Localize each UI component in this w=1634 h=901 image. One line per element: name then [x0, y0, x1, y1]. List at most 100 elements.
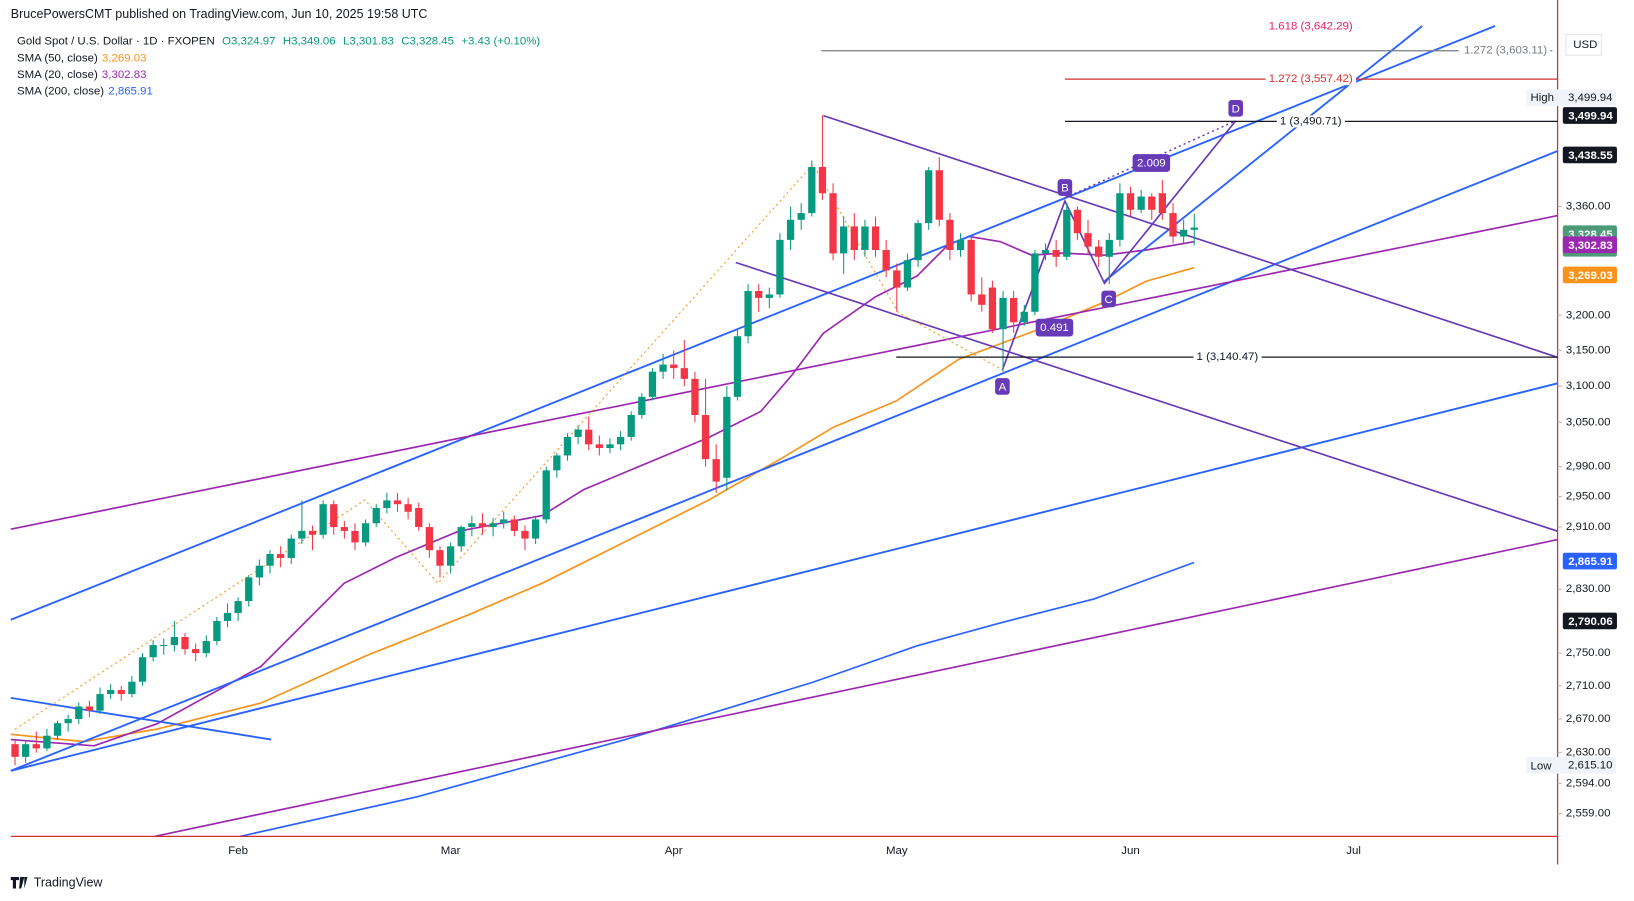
- price-badge: [1562, 146, 1617, 164]
- y-tick-label: 2,559.00: [1566, 808, 1611, 820]
- trend-line: [10, 696, 272, 741]
- indicator-name: SMA (50, close): [17, 52, 98, 64]
- trend-line: [1103, 25, 1423, 282]
- ratio-box: [1035, 318, 1074, 337]
- candle-body: [351, 530, 359, 543]
- candle-body: [425, 527, 434, 551]
- price-badge: [1562, 612, 1617, 630]
- zigzag: [14, 163, 1003, 730]
- x-tick-label: Mar: [441, 845, 461, 857]
- candle-body: [935, 170, 943, 220]
- candle-body: [170, 636, 179, 646]
- candle-body: [1105, 239, 1113, 257]
- pattern-label: B: [1061, 183, 1069, 195]
- candle-body: [797, 213, 805, 220]
- symbol-title: Gold Spot / U.S. Dollar · 1D · FXOPEN: [17, 36, 215, 48]
- level-label-bg: [1460, 44, 1551, 57]
- price-badge-label: 3,438.55: [1568, 150, 1613, 162]
- candle-body: [744, 290, 752, 337]
- price-badge-label: 2,865.91: [1568, 556, 1613, 568]
- candle-body: [22, 744, 30, 757]
- candle-body: [553, 455, 561, 471]
- currency-box: [1565, 33, 1602, 56]
- candle-body: [946, 219, 954, 251]
- level-label-bg: [1193, 351, 1262, 364]
- candle-body: [276, 554, 285, 558]
- trend-line: [735, 261, 1558, 533]
- candle-body: [871, 226, 880, 251]
- price-axis: USD 3,360.00 3,200.00 3,150.00 3,100.00 3,05…: [228, 33, 1617, 857]
- candle-body: [468, 523, 476, 528]
- y-tick-label: 2,594.00: [1566, 777, 1611, 789]
- overlay: A B C D 2.009 0.491 1.618 (3,642.29) 1.27…: [821, 20, 1558, 395]
- candle-body: [446, 546, 455, 566]
- candle-body: [765, 294, 773, 298]
- low-label: Low: [1531, 760, 1553, 772]
- candle-body: [701, 414, 710, 460]
- candle-body: [1179, 229, 1188, 237]
- x-tick-label: Jul: [1346, 845, 1361, 857]
- indicator-value: 3,269.03: [102, 52, 147, 64]
- candle-body: [1073, 209, 1082, 234]
- label-box: [1101, 290, 1116, 308]
- candle-body: [372, 507, 380, 524]
- footer-brand: TradingView: [34, 876, 104, 890]
- price-badge: [1562, 552, 1617, 570]
- candle-body: [266, 554, 274, 566]
- y-tick-label: 2,950.00: [1566, 491, 1611, 503]
- pattern-label: D: [1232, 103, 1240, 115]
- price-badge-label: 3,302.83: [1568, 240, 1613, 252]
- y-tick-label: 3,200.00: [1566, 309, 1611, 321]
- candle-body: [191, 649, 200, 654]
- candle-body: [648, 371, 657, 397]
- x-tick-label: Feb: [228, 845, 248, 857]
- candle-body: [32, 744, 40, 749]
- candle-body: [893, 270, 901, 288]
- candle-body: [75, 706, 83, 719]
- candle-body: [213, 620, 221, 642]
- candle-body: [733, 336, 742, 397]
- candle-body: [287, 538, 295, 558]
- y-tick-label: 3,100.00: [1566, 380, 1611, 392]
- candle-body: [978, 294, 986, 305]
- y-tick-label: 3,050.00: [1566, 416, 1611, 428]
- ohlc: C3,328.45: [401, 36, 454, 48]
- candle-body: [53, 723, 62, 736]
- currency: USD: [1573, 39, 1597, 51]
- y-tick-label: 3,150.00: [1566, 344, 1611, 356]
- indicator-legend-entry: SMA (50, close) 3,269.03: [17, 52, 146, 64]
- candle-body: [11, 744, 19, 757]
- candle-body: [1031, 253, 1039, 312]
- indicator-value: 3,302.83: [102, 69, 147, 81]
- candle-body: [117, 689, 125, 695]
- level-label: 1.272 (3,557.42): [1269, 73, 1353, 85]
- candle-body: [840, 226, 848, 254]
- candle-body: [595, 444, 603, 449]
- candle-body: [415, 507, 423, 528]
- candle-body: [361, 523, 370, 543]
- sma200-line: [239, 561, 1195, 838]
- candle-body: [128, 681, 136, 695]
- price-badge: [1562, 236, 1617, 254]
- candle-body: [638, 396, 646, 415]
- candle-body: [149, 645, 157, 658]
- candle-body: [1052, 250, 1060, 257]
- indicator-name: SMA (200, close): [17, 86, 104, 98]
- low-box: [1526, 756, 1616, 774]
- candle-body: [521, 530, 529, 539]
- candle-body: [776, 239, 784, 295]
- candle-body: [319, 504, 327, 535]
- level-label: 1.272 (3,603.11): [1464, 45, 1547, 57]
- trend-line: [10, 25, 1496, 621]
- ratio-label: 2.009: [1137, 158, 1166, 170]
- candle-body: [585, 429, 593, 445]
- price-badge-label: 3,269.03: [1568, 270, 1613, 282]
- candle-body: [393, 500, 402, 505]
- candle-body: [223, 612, 232, 621]
- candle-body: [404, 504, 412, 512]
- price-badge-label: 3,499.94: [1568, 111, 1613, 123]
- candle-body: [914, 223, 922, 261]
- logo: [10, 877, 28, 889]
- label-box: [1057, 179, 1073, 196]
- candle-body: [659, 364, 667, 372]
